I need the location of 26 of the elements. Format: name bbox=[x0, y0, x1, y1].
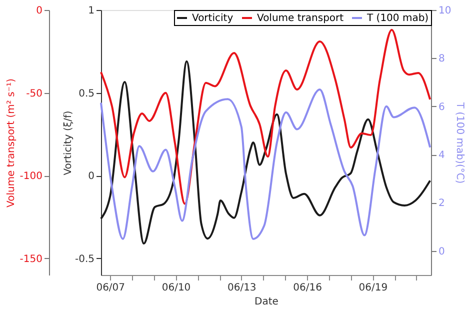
x-axis-title: Date bbox=[254, 296, 278, 308]
x-tick-label: 06/07 bbox=[96, 282, 126, 294]
legend-label: T (100 mab) bbox=[366, 13, 429, 24]
legend-label: Volume transport bbox=[257, 13, 344, 24]
y3-tick-label: 0 bbox=[438, 246, 445, 258]
y2-axis-title: Volume transport (m² s⁻¹) bbox=[6, 78, 17, 208]
y-tick-label: -0.5 bbox=[74, 254, 94, 265]
x-tick-label: 06/19 bbox=[358, 282, 388, 294]
y2-tick-label: 0 bbox=[36, 6, 42, 16]
y-axis-title: Vorticity (ξ/f) bbox=[62, 110, 74, 176]
y3-tick-label: 2 bbox=[438, 198, 445, 210]
x-tick-label: 06/16 bbox=[293, 282, 322, 294]
y-tick-label: 0.5 bbox=[78, 88, 94, 100]
y2-tick-label: -50 bbox=[26, 88, 42, 100]
y3-tick-label: 10 bbox=[438, 6, 452, 16]
y3-tick-label: 4 bbox=[438, 150, 445, 162]
y-tick-label: 1 bbox=[88, 6, 94, 16]
x-tick-label: 06/10 bbox=[162, 282, 191, 294]
y2-tick-label: -100 bbox=[20, 171, 42, 182]
y2-tick-label: -150 bbox=[20, 254, 42, 265]
x-tick-label: 06/13 bbox=[227, 282, 256, 294]
y-tick-label: 0 bbox=[88, 171, 94, 182]
y3-tick-label: 8 bbox=[438, 54, 445, 65]
legend-label: Vorticity bbox=[192, 13, 234, 24]
y3-tick-label: 6 bbox=[438, 102, 445, 113]
y3-axis-title: T (100 mab)(°C) bbox=[454, 101, 466, 184]
